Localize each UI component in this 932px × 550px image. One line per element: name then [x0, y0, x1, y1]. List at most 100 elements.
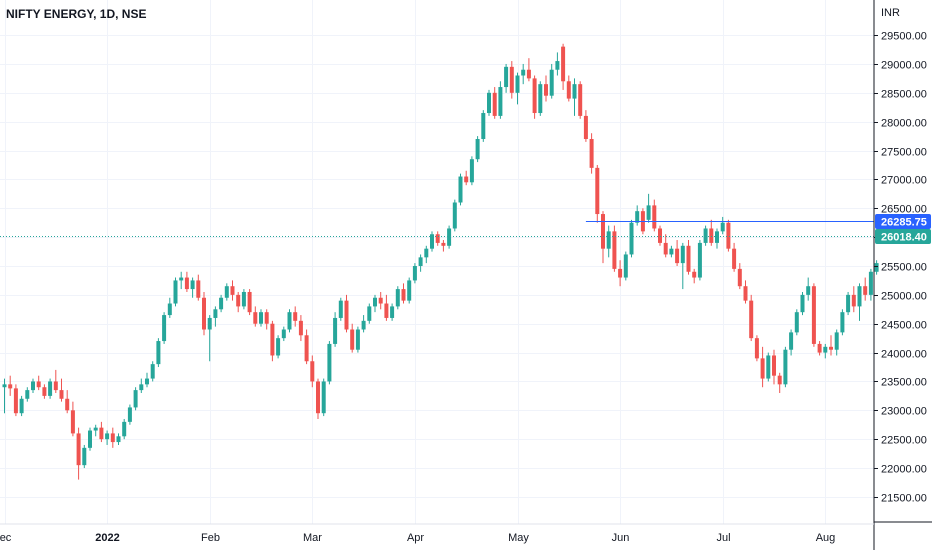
candle — [800, 291, 805, 316]
candle — [281, 326, 286, 342]
candle — [310, 355, 315, 388]
candle — [110, 427, 115, 448]
candle-body — [452, 202, 457, 229]
candle — [53, 369, 58, 393]
candle-body — [373, 297, 377, 307]
candle-body — [561, 46, 566, 82]
candle — [817, 341, 822, 356]
candle-body — [572, 84, 577, 99]
level-price-tag[interactable]: 26285.75 — [875, 214, 931, 229]
candle — [583, 110, 588, 142]
candle-body — [179, 277, 184, 281]
candle-body — [686, 245, 691, 272]
candle — [526, 58, 531, 82]
candle — [133, 387, 138, 411]
candle — [122, 418, 127, 440]
candle — [139, 378, 144, 393]
candle — [840, 309, 845, 336]
candle — [384, 294, 389, 321]
candle-body — [601, 214, 605, 249]
candle — [794, 309, 799, 336]
candle — [213, 306, 218, 327]
candle-body — [213, 309, 218, 318]
candle-body — [19, 398, 24, 414]
candle — [202, 291, 206, 336]
candle-body — [703, 228, 708, 243]
candle-body — [247, 291, 252, 313]
candle-body — [846, 294, 851, 313]
last-price-tag[interactable]: 26018.40 — [875, 229, 931, 244]
candle — [743, 280, 748, 304]
candle-body — [504, 66, 509, 88]
candle-body — [173, 280, 178, 304]
candle — [430, 231, 434, 252]
chart-title: NIFTY ENERGY, 1D, NSE — [6, 7, 146, 21]
price-tick-label: 23000.00 — [881, 406, 927, 418]
candle-body — [110, 433, 115, 443]
candle — [772, 349, 776, 385]
candle-body — [418, 257, 423, 266]
candle — [732, 242, 737, 272]
candle — [521, 63, 526, 85]
candle-body — [606, 231, 611, 249]
candle — [766, 352, 771, 382]
candle — [777, 372, 782, 393]
candle — [390, 303, 395, 321]
candle-body — [652, 205, 657, 229]
candle — [509, 61, 514, 99]
candle — [487, 89, 491, 116]
candle — [230, 280, 235, 301]
candle — [127, 404, 132, 425]
candle-body — [829, 346, 833, 350]
candle-body — [350, 329, 355, 350]
candle — [224, 283, 229, 301]
candle — [544, 75, 548, 102]
candle-body — [618, 268, 623, 278]
candle-body — [823, 346, 828, 353]
candle-body — [635, 211, 640, 223]
candle — [868, 268, 873, 301]
candle-body — [42, 387, 47, 396]
candle — [492, 87, 497, 119]
candle-body — [355, 329, 360, 350]
time-tick-label: ec — [0, 532, 12, 544]
candle-body — [458, 176, 463, 203]
candle-body — [8, 384, 13, 389]
candle — [549, 63, 554, 99]
candle — [783, 346, 788, 388]
candle — [715, 228, 719, 249]
candle-body — [430, 234, 434, 249]
candle — [236, 291, 241, 313]
candle-body — [298, 320, 303, 336]
price-tick-label: 24000.00 — [881, 349, 927, 361]
candle-body — [629, 222, 634, 255]
candle-body — [874, 263, 879, 272]
candle — [304, 329, 309, 365]
candle — [76, 427, 81, 480]
candle — [663, 234, 668, 258]
candle-body — [384, 303, 389, 318]
candle-body — [116, 436, 121, 443]
candle — [321, 378, 326, 417]
candle — [93, 424, 98, 437]
candle-body — [868, 271, 873, 295]
candle — [566, 75, 571, 102]
candle-body — [270, 323, 275, 356]
candle-body — [851, 294, 856, 307]
candle-body — [99, 427, 104, 440]
candle-body — [447, 228, 452, 246]
candle — [207, 315, 212, 362]
candle-body — [663, 242, 668, 255]
candle-body — [401, 289, 406, 301]
candle-body — [219, 297, 224, 310]
price-tick-label: 29500.00 — [881, 31, 927, 43]
candle — [361, 315, 366, 333]
candle — [857, 283, 862, 321]
candle-body — [333, 317, 338, 344]
candle-body — [361, 320, 366, 330]
candle — [253, 306, 258, 327]
candle-body — [743, 286, 748, 301]
candle — [555, 52, 560, 76]
